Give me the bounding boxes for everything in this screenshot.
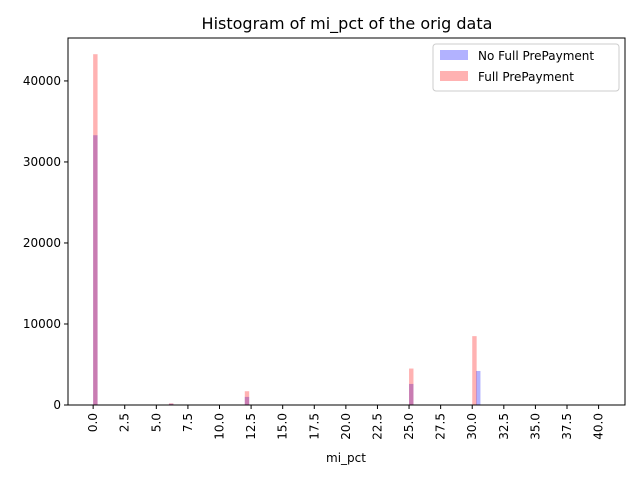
legend-box — [432, 43, 620, 92]
x-tick-label-0: 0.0 — [86, 413, 100, 432]
y-axis: 0 10000 20000 30000 40000 — [23, 74, 68, 412]
legend-label-no-full-prepayment: No Full PrePayment — [478, 49, 594, 63]
y-tick-label-1: 10000 — [23, 317, 61, 331]
x-tick-label-6: 15.0 — [276, 413, 290, 440]
bar-full-prepayment-1 — [168, 403, 174, 405]
x-tick-label-16: 40.0 — [592, 413, 606, 440]
plot-frame — [67, 37, 626, 406]
bar-no-full-prepayment-0 — [93, 135, 98, 405]
x-tick-label-7: 17.5 — [307, 413, 321, 440]
x-tick-label-5: 12.5 — [244, 413, 258, 440]
y-tick-label-2: 20000 — [23, 236, 61, 250]
bar-full-prepayment-4 — [472, 336, 477, 405]
x-tick-label-1: 2.5 — [118, 413, 132, 432]
x-tick-label-12: 30.0 — [465, 413, 479, 440]
y-tick-label-0: 0 — [53, 398, 61, 412]
x-tick-label-3: 7.5 — [181, 413, 195, 432]
bar-no-full-prepayment-2 — [244, 396, 250, 405]
x-axis-label: mi_pct — [326, 451, 366, 465]
bar-no-full-prepayment-3 — [409, 383, 414, 405]
chart-title: Histogram of mi_pct of the orig data — [202, 14, 493, 34]
x-axis: 0.0 2.5 5.0 7.5 10.0 12.5 15.0 17.5 20.0 22.5 25.0… — [86, 405, 606, 440]
legend-label-full-prepayment: Full PrePayment — [478, 70, 574, 84]
bar-full-prepayment-2 — [244, 391, 250, 405]
y-tick-label-4: 40000 — [23, 74, 61, 88]
bars-layer — [93, 54, 481, 405]
x-tick-label-8: 20.0 — [339, 413, 353, 440]
x-tick-label-9: 22.5 — [370, 413, 384, 440]
x-tick-label-2: 5.0 — [149, 413, 163, 432]
y-tick-label-3: 30000 — [23, 155, 61, 169]
x-tick-label-15: 37.5 — [560, 413, 574, 440]
bar-no-full-prepayment-4 — [476, 370, 481, 405]
bar-full-prepayment-0 — [93, 54, 98, 405]
bar-full-prepayment-3 — [409, 368, 414, 405]
x-tick-label-4: 10.0 — [213, 413, 227, 440]
x-tick-label-14: 35.0 — [528, 413, 542, 440]
legend-swatch-full-prepayment — [440, 71, 468, 81]
x-tick-label-13: 32.5 — [497, 413, 511, 440]
x-tick-label-10: 25.0 — [402, 413, 416, 440]
bar-no-full-prepayment-1 — [168, 403, 174, 405]
legend: No Full PrePayment Full PrePayment — [432, 43, 620, 92]
legend-swatch-no-full-prepayment — [440, 50, 468, 60]
x-tick-label-11: 27.5 — [434, 413, 448, 440]
